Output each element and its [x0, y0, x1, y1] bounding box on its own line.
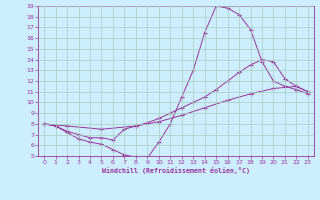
X-axis label: Windchill (Refroidissement éolien,°C): Windchill (Refroidissement éolien,°C): [102, 167, 250, 174]
